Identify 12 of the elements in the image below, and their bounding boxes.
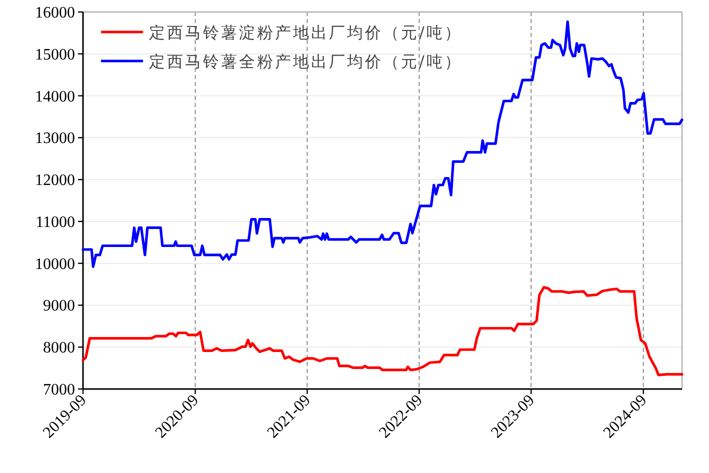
y-tick-label: 10000 [35,256,75,273]
legend-label: 定西马铃薯淀粉产地出厂均价（元/吨） [149,23,462,42]
legend-label: 定西马铃薯全粉产地出厂均价（元/吨） [149,52,462,71]
y-tick-label: 15000 [35,46,75,64]
y-tick-label: 14000 [35,88,75,106]
y-tick-label: 9000 [43,298,75,315]
y-tick-label: 7000 [43,382,75,398]
y-tick-label: 8000 [43,340,75,357]
y-tick-label: 12000 [35,172,75,190]
y-tick-label: 13000 [35,130,75,148]
y-tick-label: 11000 [36,214,75,231]
y-tick-label: 16000 [35,4,75,22]
